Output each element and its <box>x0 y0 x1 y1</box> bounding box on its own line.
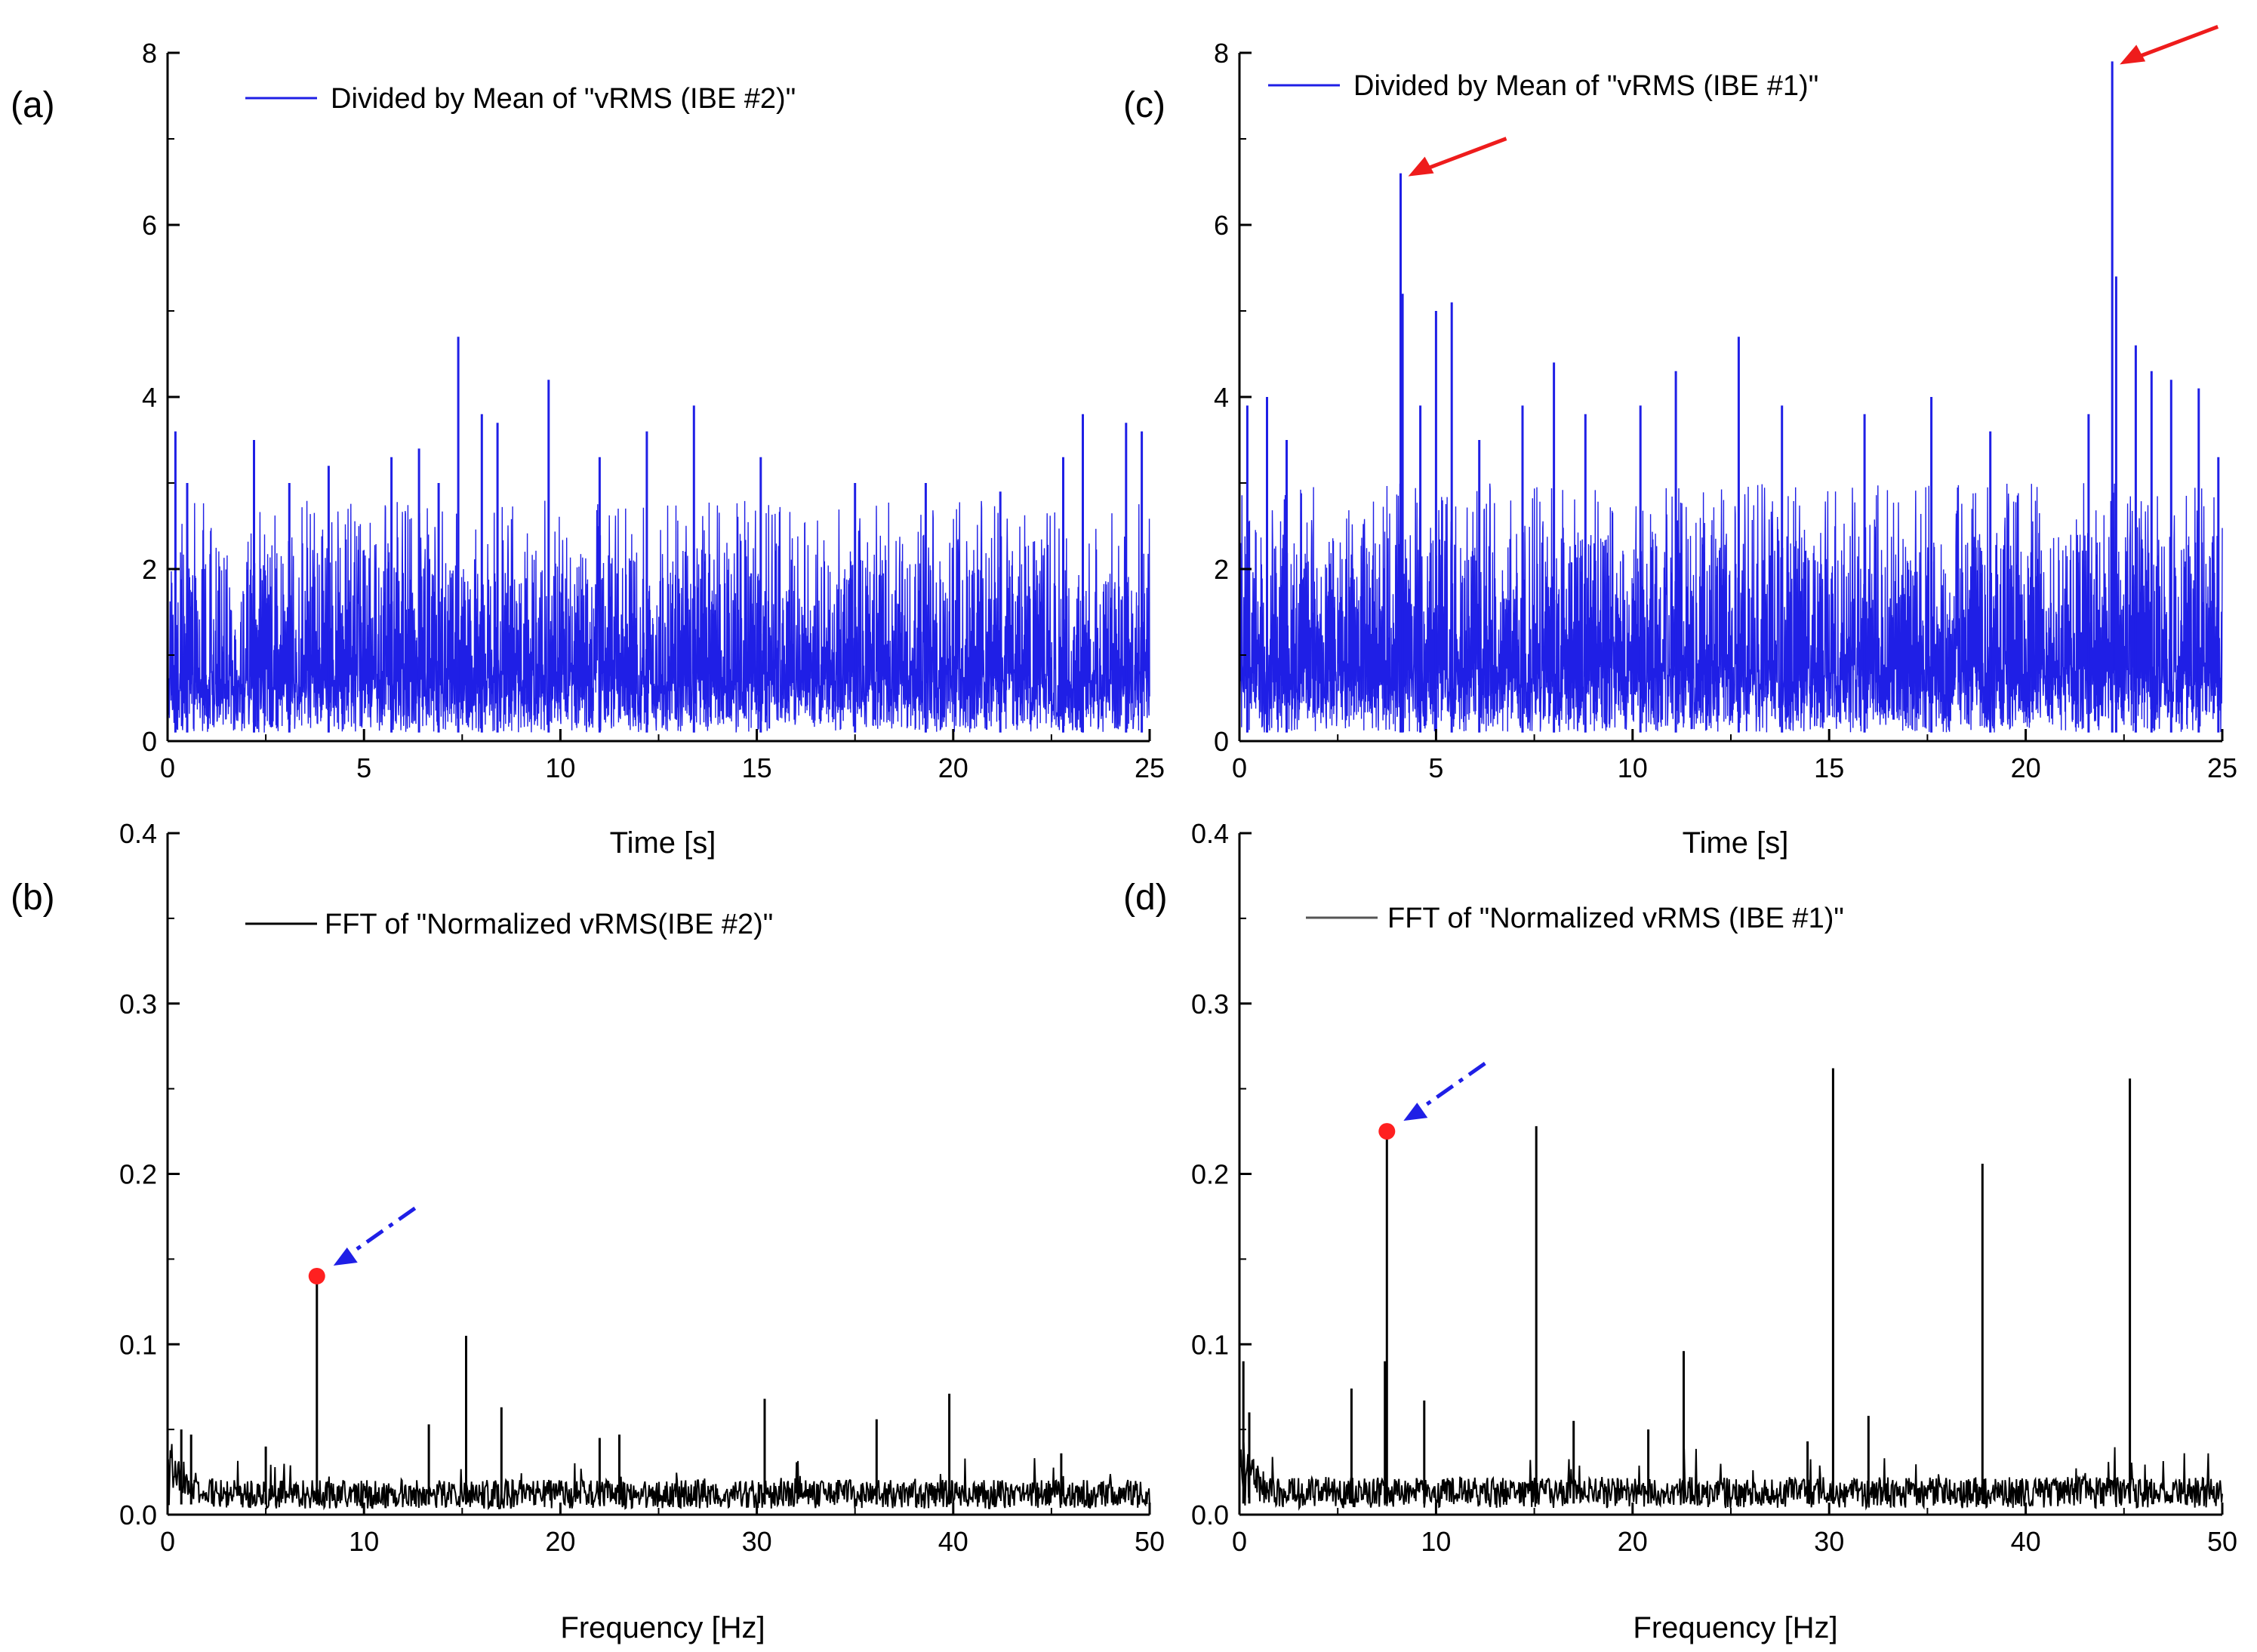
y-tick-label: 0 <box>142 726 157 757</box>
y-tick-label: 0.3 <box>119 989 157 1020</box>
panel-c: (c) 0 2 4 6 8 0 5 10 15 20 25 Divided by Mean of "… <box>1123 25 2237 860</box>
x-tick-label: 0 <box>160 1526 175 1557</box>
panel-label: (a) <box>11 85 55 125</box>
panel-b: (b) 0.0 0.1 0.2 0.3 0.4 0 10 20 30 40 50 FFT of "N… <box>11 818 1165 1644</box>
y-tick-label: 0 <box>1214 726 1229 757</box>
x-tick-label: 30 <box>1814 1526 1844 1557</box>
x-tick-label: 20 <box>1618 1526 1648 1557</box>
y-tick-label: 0.4 <box>1191 818 1229 849</box>
x-tick-label: 0 <box>1232 1526 1247 1557</box>
x-tick-label: 15 <box>742 752 772 783</box>
y-tick-label: 2 <box>1214 554 1229 585</box>
y-tick-label: 6 <box>142 210 157 241</box>
legend-label: Divided by Mean of "vRMS (IBE #1)" <box>1353 70 1818 102</box>
y-tick-label: 0.2 <box>119 1159 157 1190</box>
peak-marker <box>308 1267 325 1284</box>
arrow-head <box>1403 1103 1428 1121</box>
series-noise <box>167 1444 1150 1511</box>
legend-label: FFT of "Normalized vRMS (IBE #1)" <box>1387 903 1844 934</box>
x-axis-label: Frequency [Hz] <box>560 1611 765 1644</box>
arrow-shaft <box>1425 137 1507 171</box>
arrow-shaft <box>2137 25 2219 59</box>
y-tick-label: 0.1 <box>119 1329 157 1360</box>
arrow-head <box>1408 156 1434 177</box>
x-tick-label: 10 <box>1421 1526 1451 1557</box>
panel-d: (d) 0.0 0.1 0.2 0.3 0.4 0 10 20 30 40 50 FFT of "N… <box>1123 818 2237 1644</box>
series-line <box>166 1276 1150 1511</box>
y-tick-label: 8 <box>1214 38 1229 69</box>
arrow-head <box>2120 45 2146 65</box>
x-tick-label: 5 <box>356 752 371 783</box>
x-tick-label: 40 <box>2011 1526 2041 1557</box>
x-tick-label: 0 <box>1232 752 1247 783</box>
series-line <box>167 337 1150 733</box>
y-tick-label: 8 <box>142 38 157 69</box>
x-tick-label: 0 <box>160 752 175 783</box>
arrow-shaft <box>1412 1062 1486 1115</box>
x-tick-label: 50 <box>2207 1526 2237 1557</box>
x-tick-label: 5 <box>1428 752 1443 783</box>
y-tick-label: 6 <box>1214 210 1229 241</box>
x-tick-label: 10 <box>1618 752 1648 783</box>
x-tick-label: 25 <box>1135 752 1165 783</box>
y-tick-label: 4 <box>142 382 157 413</box>
y-tick-label: 0.4 <box>119 818 157 849</box>
series-noise <box>167 500 1150 733</box>
legend-label: Divided by Mean of "vRMS (IBE #2)" <box>331 83 796 115</box>
series-noise <box>1239 483 2223 733</box>
y-tick-label: 0.0 <box>1191 1500 1229 1530</box>
y-tick-label: 0.0 <box>119 1500 157 1530</box>
panel-label: (d) <box>1123 878 1168 918</box>
x-tick-label: 15 <box>1814 752 1844 783</box>
series-line <box>1239 61 2223 733</box>
x-tick-label: 20 <box>545 1526 575 1557</box>
panel-a: (a) 0 2 4 6 8 0 5 10 15 20 25 Divided by Mean of "… <box>11 38 1165 860</box>
x-tick-label: 20 <box>2011 752 2041 783</box>
x-tick-label: 10 <box>545 752 575 783</box>
x-axis-label: Time [s] <box>1683 826 1789 860</box>
x-tick-label: 10 <box>349 1526 379 1557</box>
x-tick-label: 25 <box>2207 752 2237 783</box>
y-tick-label: 0.2 <box>1191 1159 1229 1190</box>
x-tick-label: 50 <box>1135 1526 1165 1557</box>
panel-label: (b) <box>11 878 55 918</box>
legend-label: FFT of "Normalized vRMS(IBE #2)" <box>325 909 773 940</box>
y-tick-label: 0.1 <box>1191 1329 1229 1360</box>
y-tick-label: 2 <box>142 554 157 585</box>
peak-marker <box>1378 1123 1396 1140</box>
x-axis-label: Frequency [Hz] <box>1633 1611 1837 1644</box>
arrow-shaft <box>343 1206 417 1260</box>
series-noise <box>1239 1442 2223 1512</box>
x-tick-label: 20 <box>938 752 968 783</box>
x-axis-label: Time [s] <box>610 826 716 860</box>
x-tick-label: 40 <box>938 1526 968 1557</box>
y-tick-label: 0.3 <box>1191 989 1229 1020</box>
panel-label: (c) <box>1123 85 1165 125</box>
arrow-head <box>333 1247 358 1266</box>
y-tick-label: 4 <box>1214 382 1229 413</box>
series-line <box>1238 1068 2223 1512</box>
x-tick-label: 30 <box>742 1526 772 1557</box>
